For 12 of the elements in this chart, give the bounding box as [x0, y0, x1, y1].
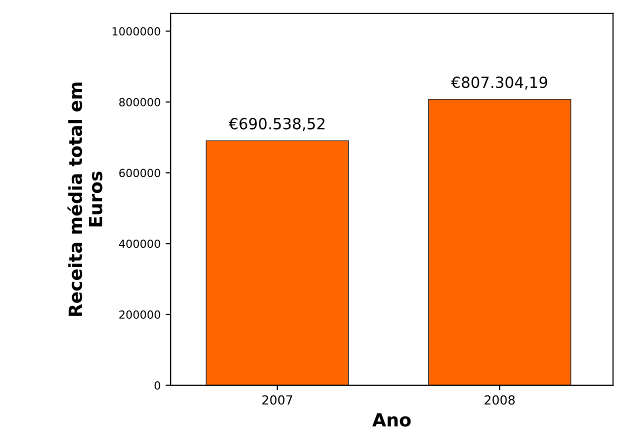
- x-tick-label: 2007: [262, 395, 292, 405]
- x-tick-label: 2008: [484, 395, 515, 405]
- x-axis-title: Ano: [372, 413, 411, 427]
- y-axis-title: Receita média total em Euros: [67, 82, 102, 316]
- y-tick-label: 200000: [119, 310, 160, 319]
- y-tick-label: 800000: [119, 98, 160, 106]
- y-tick-label: 600000: [119, 168, 160, 178]
- data-label: €807.304,19: [451, 76, 548, 90]
- y-tick-label: 0: [154, 381, 160, 390]
- data-label: €690.538,52: [228, 118, 324, 132]
- y-tick-label: 1000000: [112, 27, 160, 36]
- y-tick-label: 400000: [119, 240, 160, 248]
